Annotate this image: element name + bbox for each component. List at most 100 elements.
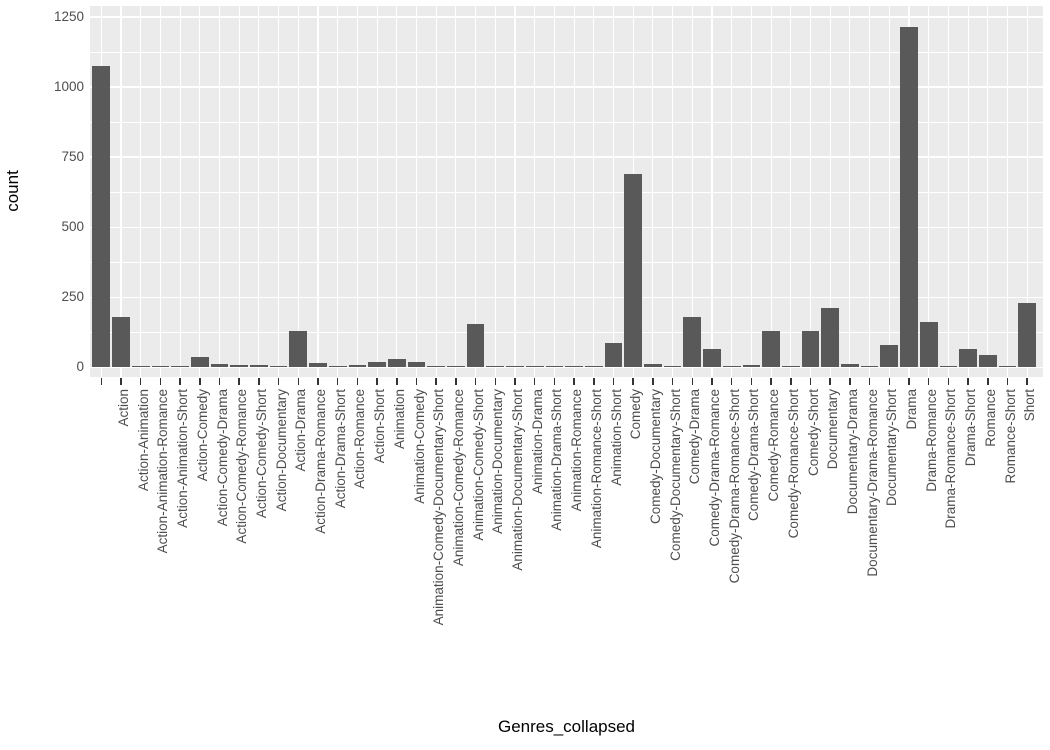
x-tick-label: Documentary-Short (884, 389, 900, 507)
x-tick-label: Comedy-Documentary (647, 389, 663, 525)
x-tick-mark (356, 378, 359, 385)
x-tick-label: Romance-Short (1002, 389, 1018, 484)
x-tick-label: Action-Drama-Romance (313, 389, 328, 534)
gridline-vertical (179, 6, 181, 377)
gridline-vertical (593, 6, 595, 377)
bar-Action-Drama (289, 331, 308, 368)
x-tick-label: Animation-Comedy (411, 389, 427, 504)
x-tick-label: Animation-Comedy-Documentary-Short (431, 389, 447, 626)
gridline-vertical (691, 6, 693, 377)
bar-Animation-Comedy-Documentary-Short (427, 365, 446, 368)
bar-Animation (387, 359, 406, 368)
gridline-vertical (711, 6, 713, 377)
gridline-minor (90, 261, 1043, 263)
x-tick-label: Action-Drama-Short (332, 389, 348, 509)
gridline-vertical (573, 6, 575, 377)
x-tick-label: Action-Drama (293, 389, 309, 472)
bar-Documentary-Drama (841, 363, 859, 368)
x-tick-label: Animation (391, 389, 407, 450)
gridline-vertical (140, 6, 142, 377)
x-tick-label: Comedy-Documentary-Short (667, 389, 683, 561)
x-tick-label: Action-Comedy-Drama (214, 389, 230, 527)
gridline-minor (90, 191, 1043, 193)
x-tick-mark (908, 378, 910, 385)
x-tick-label: Comedy-Drama-Romance (707, 389, 722, 547)
x-tick-label: Comedy-Romance (766, 389, 782, 502)
bar-Animation-Romance (565, 366, 583, 368)
gridline-major (90, 16, 1043, 18)
x-tick-mark (790, 378, 792, 385)
bar-Romance-Short (998, 366, 1017, 368)
x-tick-label: Animation-Drama-Short (549, 389, 565, 531)
gridline-major (90, 86, 1043, 88)
bar-Action-Romance (348, 365, 367, 368)
x-tick-label: Action-Comedy (194, 389, 210, 482)
x-tick-label: Animation-Comedy-Romance (450, 389, 466, 567)
x-tick-mark (632, 378, 634, 385)
bar-Comedy (624, 173, 643, 368)
x-tick-label: Action-Documentary (273, 389, 289, 512)
bar-Comedy-Short (801, 330, 820, 368)
x-tick-mark (179, 378, 181, 385)
bar-Action-Comedy-Romance (230, 365, 249, 368)
gridline-vertical (829, 6, 831, 377)
x-tick-label: Comedy-Drama (687, 389, 703, 485)
x-tick-mark (159, 378, 162, 385)
x-tick-mark (277, 378, 280, 385)
x-tick-mark (947, 378, 950, 385)
x-tick-mark (967, 378, 969, 385)
bar-Action (112, 316, 130, 368)
x-tick-label: Animation-Short (608, 389, 624, 486)
bar-Comedy-Documentary-Short (663, 366, 682, 368)
y-tick-label: 750 (61, 149, 84, 165)
x-tick-mark (691, 378, 694, 385)
x-tick-mark (671, 378, 674, 385)
gridline-vertical (376, 6, 378, 377)
gridline-vertical (317, 6, 319, 377)
x-tick-label: Animation-Comedy-Short (470, 389, 486, 541)
x-tick-label: Romance (982, 389, 998, 447)
gridline-vertical (356, 6, 358, 377)
y-axis-title: count (3, 170, 22, 212)
bar-Short (1018, 303, 1037, 368)
x-tick-mark (297, 378, 300, 385)
x-tick-mark (100, 378, 103, 385)
x-tick-label: Action (116, 389, 131, 427)
bar-Romance (978, 354, 997, 368)
bar-Documentary (821, 308, 840, 368)
bar-Animation-Documentary-Short (506, 366, 524, 368)
gridline-vertical (475, 6, 477, 377)
gridline-vertical (120, 6, 122, 377)
x-tick-label: Drama-Romance-Short (943, 389, 959, 529)
x-tick-label: Short (1022, 389, 1038, 422)
x-tick-mark (888, 378, 891, 385)
gridline-vertical (297, 6, 299, 377)
x-tick-label: Drama-Romance (923, 389, 939, 492)
gridline-minor (90, 51, 1043, 53)
gridline-vertical (790, 6, 792, 377)
gridline-vertical (928, 6, 930, 377)
x-tick-mark (514, 378, 516, 385)
gridline-major (90, 226, 1043, 228)
bar-Action-Comedy-Short (250, 364, 268, 368)
gridline-vertical (967, 6, 969, 377)
x-tick-mark (849, 378, 851, 385)
x-tick-label: Action-Animation-Romance (155, 389, 171, 554)
bar-Animation-Comedy (407, 362, 426, 368)
gridline-vertical (534, 6, 536, 377)
bar-Comedy-Romance (762, 330, 780, 368)
x-tick-label: Documentary-Drama-Romance (864, 389, 880, 577)
gridline-vertical (159, 6, 161, 377)
gridline-vertical (731, 6, 733, 377)
x-tick-label: Animation-Romance-Short (588, 389, 604, 549)
bar-Drama-Short (959, 349, 977, 368)
x-tick-mark (415, 378, 418, 385)
x-tick-mark (435, 378, 437, 385)
bar-Drama-Romance-Short (939, 366, 958, 368)
gridline-vertical (199, 6, 201, 377)
x-tick-label: Comedy-Short (805, 389, 821, 477)
bar-Animation-Short (604, 342, 623, 368)
gridline-vertical (750, 6, 752, 377)
bar-Action-Drama-Short (328, 366, 347, 368)
y-tick-label: 1000 (53, 79, 84, 95)
